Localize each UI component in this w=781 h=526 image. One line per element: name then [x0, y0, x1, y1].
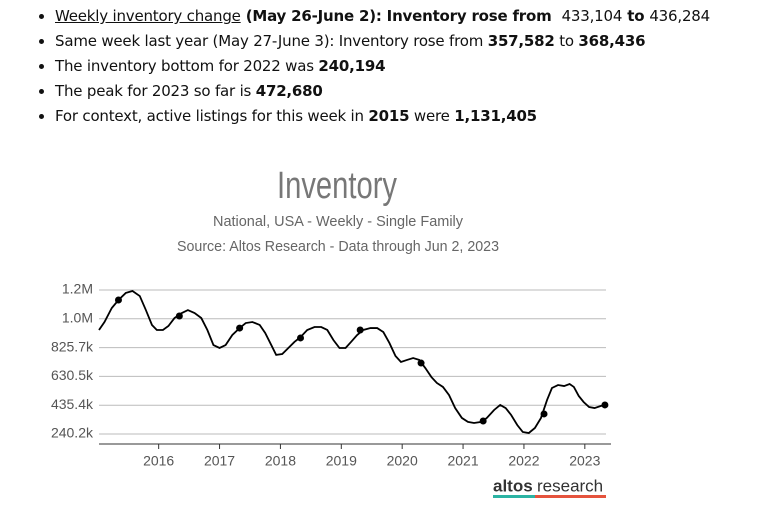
marker: [236, 324, 244, 332]
line: [98, 290, 606, 434]
text: For context, active listings for this we…: [55, 107, 369, 125]
chart-title: Inventory: [277, 165, 397, 207]
marker: [114, 296, 122, 304]
y-tick-label: 825.7k: [51, 338, 94, 354]
text: Same week last year (May 27-June 3): Inv…: [55, 32, 488, 50]
y-tick-label: 1.0M: [62, 310, 93, 326]
logo-part: research: [537, 476, 603, 495]
chart-source: Source: Altos Research - Data through Ju…: [177, 238, 499, 255]
marker: [601, 401, 609, 409]
text: were: [409, 107, 455, 125]
x-tick-label: 2017: [204, 453, 235, 469]
text: The peak for 2023 so far is: [55, 82, 256, 100]
chart-subtitle: National, USA - Weekly - Single Family: [213, 213, 463, 230]
logo-bar: [493, 495, 535, 498]
marker: [356, 326, 364, 334]
text: 357,582: [487, 32, 555, 50]
marker: [479, 417, 487, 425]
x-tick-label: 2021: [447, 453, 478, 469]
text: 368,436: [578, 32, 646, 50]
y-tick-label: 240.2k: [51, 425, 94, 441]
bullet-list: Weekly inventory change (May 26-June 2):…: [0, 4, 781, 129]
bullet: Same week last year (May 27-June 3): Inv…: [55, 29, 781, 54]
bullet: The inventory bottom for 2022 was 240,19…: [55, 54, 781, 79]
x-tick-label: 2022: [508, 453, 539, 469]
y-tick-label: 435.4k: [51, 396, 94, 412]
text: 1,131,405: [454, 107, 537, 125]
x-tick-label: 2023: [569, 453, 600, 469]
text: The inventory bottom for 2022 was: [55, 57, 319, 75]
logo-bar: [535, 495, 606, 498]
text: to: [554, 32, 579, 50]
logo-part: altos: [493, 476, 533, 495]
marker: [175, 312, 183, 320]
marker: [417, 359, 425, 367]
text: 436,284: [649, 7, 710, 25]
bullet: For context, active listings for this we…: [55, 104, 781, 129]
x-tick-label: 2016: [143, 453, 174, 469]
text: 433,104: [561, 7, 623, 25]
text: 472,680: [255, 82, 323, 100]
bullet: Weekly inventory change (May 26-June 2):…: [55, 4, 781, 29]
y-tick-label: 630.5k: [51, 367, 94, 383]
y-tick-label: 1.2M: [62, 281, 93, 297]
marker: [540, 410, 548, 418]
x-tick-label: 2020: [387, 453, 418, 469]
bullet: The peak for 2023 so far is 472,680: [55, 79, 781, 104]
text: to: [622, 7, 650, 25]
x-tick-label: 2018: [265, 453, 296, 469]
text: 240,194: [318, 57, 386, 75]
text: (May 26-June 2): Inventory rose from: [240, 7, 562, 25]
marker: [297, 334, 305, 342]
x-tick-label: 2019: [326, 453, 357, 469]
link[interactable]: Weekly inventory change: [55, 7, 241, 25]
text: 2015: [368, 107, 410, 125]
